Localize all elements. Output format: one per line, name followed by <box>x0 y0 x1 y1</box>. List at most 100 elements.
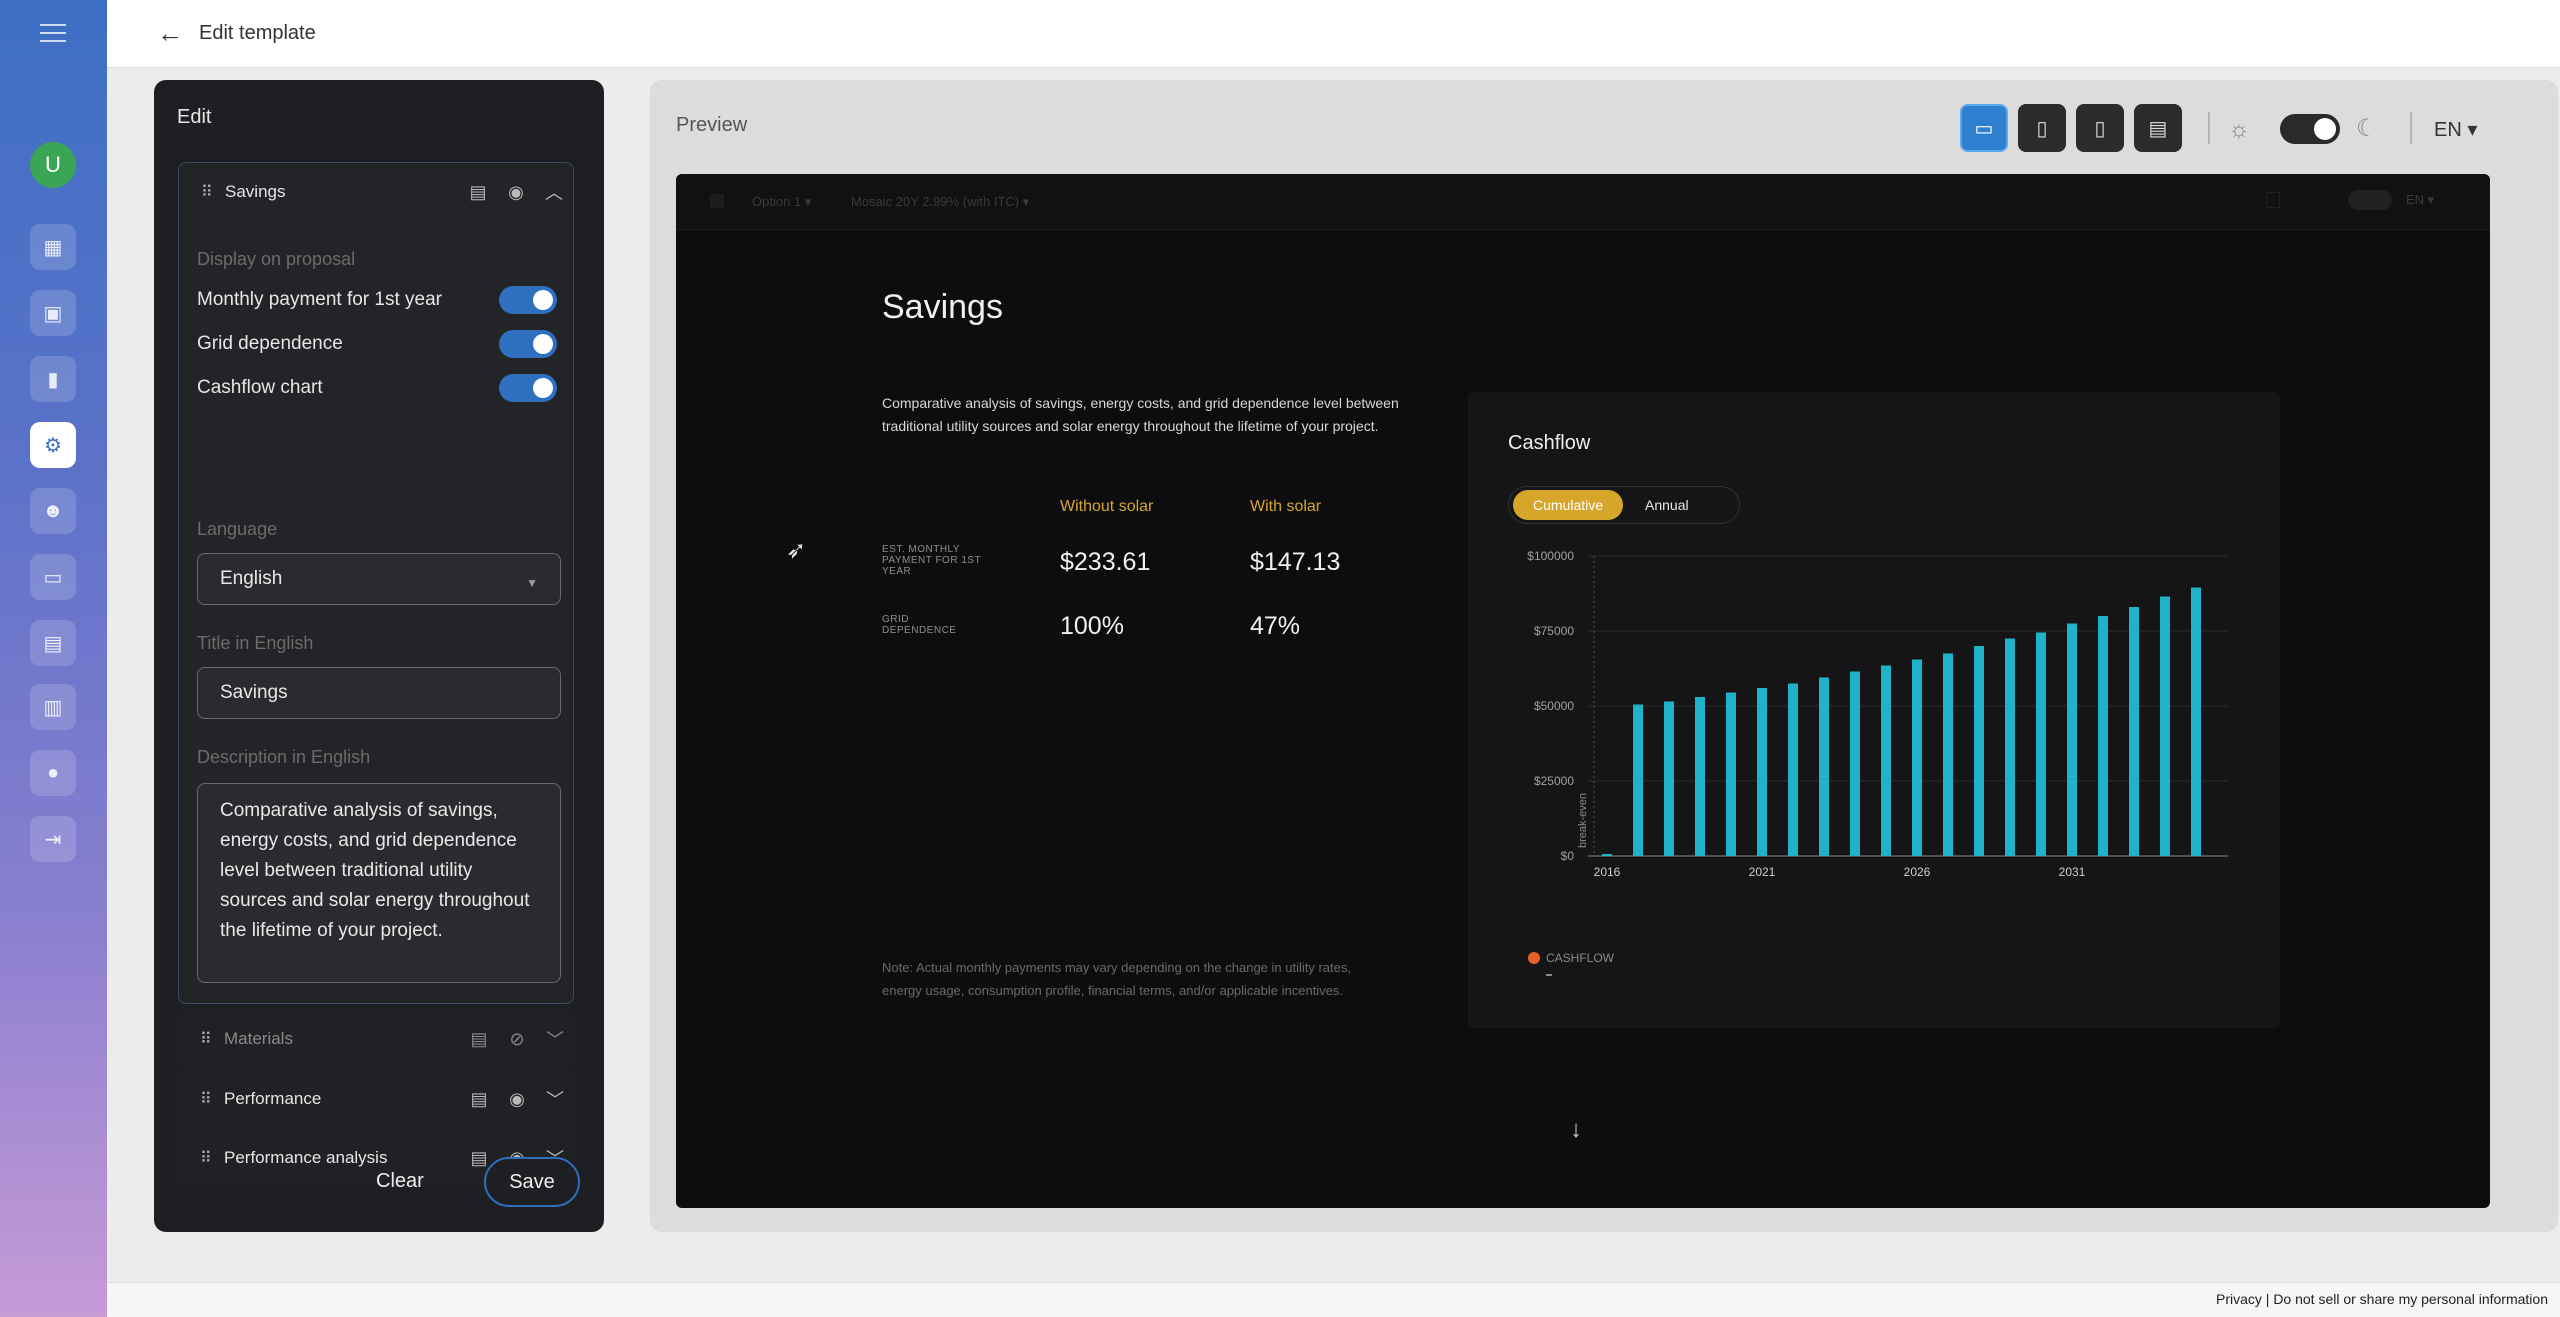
grid-dependence-toggle[interactable] <box>499 330 557 358</box>
financing-dropdown[interactable]: Mosaic 20Y 2.99% (with ITC) ▾ <box>851 194 1030 209</box>
gear-icon[interactable]: ⚙ <box>30 422 76 468</box>
drag-handle-icon[interactable]: ⠿ <box>200 1031 212 1048</box>
cumulative-tab[interactable]: Cumulative <box>1513 490 1623 520</box>
section-performance[interactable]: ⠿ Performance ▤ ◉ ﹀ <box>178 1070 574 1128</box>
drag-handle-icon[interactable]: ⠿ <box>201 184 213 201</box>
disclaimer-note: Note: Actual monthly payments may vary d… <box>882 960 1351 998</box>
chat-icon[interactable]: ● <box>30 750 76 796</box>
page-title: Edit template <box>199 22 316 44</box>
section-header[interactable]: ⠿ Savings ▤ ◉ ︿ <box>179 163 573 221</box>
logout-icon[interactable]: ⇥ <box>30 816 76 862</box>
language-select[interactable]: English ▼ <box>197 553 561 605</box>
bar <box>2067 623 2077 856</box>
back-arrow-icon[interactable]: ← <box>157 18 183 48</box>
drag-handle-icon[interactable]: ⠿ <box>200 1150 212 1167</box>
footer-links[interactable]: Privacy | Do not sell or share my person… <box>2216 1291 2548 1307</box>
savings-title: Savings <box>882 288 1003 326</box>
monthly-payment-toggle[interactable] <box>499 286 557 314</box>
section-materials[interactable]: ⠿ Materials ▤ ⊘ ﹀ <box>178 1010 574 1068</box>
bar <box>1664 701 1674 856</box>
theme-toggle[interactable] <box>2280 114 2340 144</box>
mobile-view-button[interactable]: ▯ <box>2018 104 2066 152</box>
preview-theme-toggle[interactable] <box>2348 190 2392 210</box>
section-title: Performance analysis <box>224 1148 388 1167</box>
bar-chart-icon[interactable]: ▮ <box>30 356 76 402</box>
document-view-button[interactable]: ▤ <box>2134 104 2182 152</box>
without-solar-header: Without solar <box>1060 498 1154 515</box>
topbar: ← Edit template <box>107 0 2560 68</box>
toggle-label: Monthly payment for 1st year <box>197 289 442 310</box>
annual-tab[interactable]: Annual <box>1645 497 1689 513</box>
title-label: Title in English <box>197 633 314 653</box>
description-textarea[interactable]: Comparative analysis of savings, energy … <box>197 783 561 983</box>
bar <box>2191 587 2201 856</box>
page-icon[interactable]: ▤ <box>470 1147 488 1168</box>
bar <box>1819 677 1829 856</box>
display-label: Display on proposal <box>197 249 356 269</box>
footer: Privacy | Do not sell or share my person… <box>107 1282 2560 1317</box>
chevron-down-icon[interactable]: ﹀ <box>546 1090 564 1110</box>
page-off-icon[interactable]: ▤ <box>470 1088 488 1109</box>
monitor-icon[interactable]: ▭ <box>30 554 76 600</box>
preview-language[interactable]: EN ▾ <box>2406 192 2435 207</box>
avatar[interactable]: U <box>30 142 76 188</box>
menu-icon[interactable] <box>40 24 66 44</box>
eye-off-icon[interactable]: ⊘ <box>509 1028 525 1049</box>
description-label: Description in English <box>197 747 371 767</box>
y-tick-label: $100000 <box>1527 549 1574 563</box>
left-rail: U ▦ ▣ ▮ ⚙ ☻ ▭ ▤ ▥ ● ⇥ <box>0 0 107 1317</box>
page-off-icon[interactable]: ▤ <box>470 1028 488 1049</box>
language-value: English <box>220 568 283 589</box>
title-input[interactable]: Savings <box>197 667 561 719</box>
section-savings: ⠿ Savings ▤ ◉ ︿ Display on proposal Mont… <box>178 162 574 1004</box>
eye-icon[interactable]: ◉ <box>508 181 524 202</box>
preview-subbar: Option 1 ▾ Mosaic 20Y 2.99% (with ITC) ▾… <box>676 174 2490 230</box>
financing-label: Mosaic 20Y 2.99% (with ITC) <box>851 194 1020 209</box>
tablet-view-button[interactable]: ▯ <box>2076 104 2124 152</box>
language-code: EN <box>2434 119 2462 141</box>
break-even-label: break-even <box>1577 793 1589 848</box>
laptop-icon: ▭ <box>1974 117 1994 140</box>
language-dropdown[interactable]: EN ▾ <box>2434 119 2478 141</box>
monthly-payment-label: EST. MONTHLY PAYMENT FOR 1ST YEAR <box>882 544 981 577</box>
users-icon[interactable]: ☻ <box>30 488 76 534</box>
desktop-view-button[interactable]: ▭ <box>1960 104 2008 152</box>
preview-heading: Preview <box>676 114 748 136</box>
bar <box>1912 659 1922 856</box>
cashflow-chart: $0 $25000 $50000 $75000 $100000 break-even 201… <box>1527 549 2228 879</box>
preview-language-code: EN <box>2406 192 2425 207</box>
section-title: Materials <box>224 1029 293 1048</box>
chevron-up-icon[interactable]: ︿ <box>545 183 563 203</box>
briefcase-icon[interactable]: ▣ <box>30 290 76 336</box>
bar <box>2036 632 2046 856</box>
document-icon[interactable]: ▤ <box>30 620 76 666</box>
grid-dependence-label: GRID DEPENDENCE <box>882 614 957 636</box>
bar <box>1757 688 1767 856</box>
chevron-down-icon[interactable]: ﹀ <box>546 1030 564 1050</box>
dashboard-icon[interactable]: ▦ <box>30 224 76 270</box>
x-tick-label: 2021 <box>1749 865 1776 879</box>
bar <box>1788 683 1798 856</box>
moon-icon: ☾ <box>2356 115 2378 142</box>
cashflow-mode-switch: Cumulative Annual <box>1508 486 1740 524</box>
option-label: Option 1 <box>752 194 802 209</box>
save-button[interactable]: Save <box>484 1157 580 1207</box>
bar <box>1881 665 1891 856</box>
phone-icon: ▯ <box>2036 117 2048 140</box>
edit-panel: Edit ⠿ Savings ▤ ◉ ︿ Display on proposal… <box>154 80 604 1232</box>
cashflow-chart-toggle[interactable] <box>499 374 557 402</box>
mouse-cursor-icon: ➶ <box>786 537 807 564</box>
cashflow-card: Cashflow Cumulative Annual $0 $25000 $5000… <box>1468 392 2280 1028</box>
clear-button[interactable]: Clear <box>376 1170 424 1192</box>
y-tick-label: $25000 <box>1534 774 1574 788</box>
drag-handle-icon[interactable]: ⠿ <box>200 1091 212 1108</box>
arrow-down-icon[interactable]: ↓ <box>1570 1116 1582 1143</box>
calendar-icon[interactable]: ▥ <box>30 684 76 730</box>
legend-label: CASHFLOW <box>1546 951 1615 965</box>
y-tick-label: $0 <box>1561 849 1575 863</box>
bar <box>1974 646 1984 856</box>
x-tick-label: 2016 <box>1594 865 1621 879</box>
option-dropdown[interactable]: Option 1 ▾ <box>752 194 812 209</box>
page-icon[interactable]: ▤ <box>469 181 487 202</box>
eye-icon[interactable]: ◉ <box>509 1088 525 1109</box>
